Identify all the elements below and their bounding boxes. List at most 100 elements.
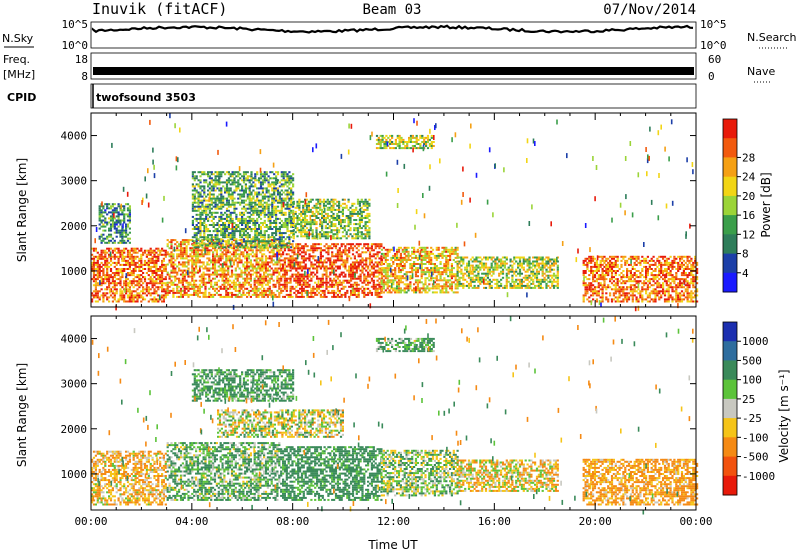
data-cell: [547, 274, 550, 277]
data-cell: [126, 253, 130, 256]
data-cell: [221, 283, 224, 286]
data-cell: [108, 274, 111, 277]
data-cell: [586, 257, 589, 260]
data-cell: [257, 277, 260, 280]
data-cell: [586, 286, 589, 289]
data-cell: [203, 232, 206, 235]
data-cell: [650, 278, 653, 281]
data-cell: [287, 259, 290, 262]
data-cell: [614, 282, 617, 285]
data-cell: [658, 259, 661, 262]
data-cell: [225, 285, 228, 288]
data-cell: [329, 257, 332, 260]
data-cell: [635, 300, 638, 303]
data-cell: [202, 253, 205, 256]
data-cell: [96, 268, 99, 270]
data-cell: [498, 274, 501, 277]
data-cell: [216, 197, 219, 200]
data-cell: [660, 268, 663, 270]
data-cell: [155, 270, 158, 272]
data-cell: [197, 230, 200, 233]
data-cell: [199, 207, 202, 210]
data-cell: [108, 265, 111, 268]
data-cell: [397, 256, 401, 259]
data-cell: [179, 255, 183, 258]
data-cell: [620, 286, 623, 289]
data-cell: [667, 284, 670, 287]
data-cell: [295, 295, 298, 298]
data-cell: [376, 269, 379, 272]
data-cell: [658, 296, 661, 299]
data-cell: [462, 278, 465, 281]
data-cell: [200, 285, 203, 288]
data-cell: [605, 259, 608, 262]
data-cell: [511, 270, 514, 273]
data-cell: [488, 272, 491, 275]
data-cell: [610, 274, 614, 277]
data-cell: [164, 296, 167, 299]
data-cell: [437, 287, 440, 290]
data-cell: [202, 273, 205, 276]
data-cell: [321, 273, 324, 276]
data-cell: [445, 254, 448, 257]
data-cell: [483, 286, 486, 289]
data-cell: [91, 263, 94, 266]
data-cell: [247, 255, 251, 258]
data-cell: [462, 282, 465, 285]
data-cell: [692, 300, 695, 303]
data-cell: [229, 257, 232, 260]
data-cell: [433, 256, 436, 259]
data-cell: [601, 288, 604, 291]
data-cell: [221, 239, 224, 242]
data-cell: [191, 271, 194, 274]
data-cell: [528, 262, 531, 265]
data-cell: [658, 278, 661, 281]
data-cell: [340, 245, 343, 248]
data-cell: [259, 249, 262, 252]
data-cell: [249, 265, 252, 268]
data-cell: [515, 268, 518, 271]
data-cell: [181, 269, 184, 272]
data-cell: [178, 295, 181, 298]
data-cell: [220, 224, 223, 226]
data-cell: [610, 276, 614, 279]
data-cell: [662, 288, 665, 291]
data-cell: [230, 293, 234, 296]
data-cell: [458, 256, 461, 259]
data-cell: [466, 284, 469, 287]
data-cell: [125, 278, 128, 281]
data-cell: [556, 276, 559, 279]
data-cell: [413, 287, 416, 290]
data-cell: [147, 290, 150, 293]
data-cell: [193, 185, 196, 188]
data-cell: [297, 273, 300, 276]
data-cell: [614, 300, 617, 303]
data-cell: [266, 247, 269, 250]
data-cell: [225, 279, 228, 282]
data-cell: [467, 284, 471, 287]
data-cell: [297, 271, 300, 274]
data-cell: [507, 266, 510, 269]
data-cell: [164, 265, 167, 268]
data-cell: [481, 258, 484, 261]
data-cell: [306, 289, 309, 292]
data-cell: [430, 261, 433, 263]
data-cell: [593, 265, 597, 268]
data-cell: [694, 276, 697, 279]
data-cell: [338, 249, 341, 252]
data-cell: [234, 295, 237, 298]
data-cell: [603, 259, 606, 262]
data-cell: [299, 267, 302, 270]
data-cell: [441, 271, 444, 274]
data-cell: [394, 275, 397, 278]
data-cell: [210, 219, 213, 222]
data-cell: [179, 253, 183, 256]
data-cell: [92, 296, 96, 299]
data-cell: [308, 267, 311, 270]
data-cell: [346, 249, 349, 252]
data-cell: [223, 263, 226, 266]
data-cell: [403, 277, 406, 280]
data-cell: [212, 239, 215, 242]
data-cell: [658, 284, 661, 287]
data-cell: [458, 260, 461, 263]
